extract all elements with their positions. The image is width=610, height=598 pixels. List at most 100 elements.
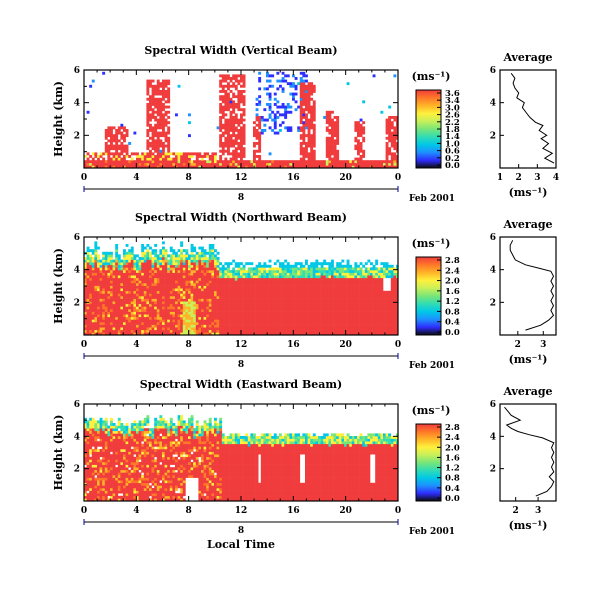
profile-x-tick-label: 3 (535, 506, 541, 516)
colorbar-tick-label: 1.2 (445, 464, 460, 474)
colorbar-tick-label: 1.4 (445, 132, 460, 142)
colorbar-ramp (415, 423, 442, 502)
panel-title: Spectral Width (Northward Beam) (135, 211, 347, 224)
y-axis-label: Height (km) (52, 248, 65, 324)
x-tick-label: 20 (339, 173, 352, 183)
colorbar-tick-label: 0.0 (445, 494, 460, 504)
panel-title: Spectral Width (Vertical Beam) (144, 44, 337, 57)
colorbar-tick-label: 2.4 (445, 266, 460, 276)
profile-title: Average (502, 385, 552, 398)
colorbar-tick-label: 3.4 (445, 96, 460, 106)
profile-xlabel: (ms⁻¹) (509, 353, 548, 366)
date-day-label: 8 (238, 360, 244, 370)
colorbar-tick-label: 2.0 (445, 277, 460, 287)
profile-line (504, 406, 555, 497)
colorbar-ramp (415, 89, 442, 169)
x-tick-label: 0 (395, 173, 401, 183)
y-axis-label: Height (km) (52, 81, 65, 157)
x-tick-label: 4 (133, 506, 139, 516)
colorbar-tick-label: 0.8 (445, 307, 460, 317)
colorbar-tick-label: 0.8 (445, 474, 460, 484)
profile-x-tick-label: 2 (513, 506, 519, 516)
colorbar-tick-label: 2.4 (445, 433, 460, 443)
colorbar-tick-label: 1.6 (445, 453, 460, 463)
panel-title: Spectral Width (Eastward Beam) (140, 378, 342, 391)
colorbar-tick-label: 2.2 (445, 118, 460, 128)
x-tick-label: 0 (81, 506, 87, 516)
x-tick-label: 8 (186, 506, 192, 516)
y-tick-label: 4 (74, 432, 80, 442)
y-tick-label: 2 (74, 298, 80, 308)
y-tick-label: 6 (74, 233, 80, 243)
date-day-label: 8 (238, 193, 244, 203)
colorbar-tick-label: 0.6 (445, 147, 460, 157)
profile-line (509, 240, 555, 331)
profile-title: Average (502, 218, 552, 231)
date-label: Feb 2001 (409, 194, 455, 204)
x-tick-label: 8 (186, 340, 192, 350)
colorbar-tick-label: 1.2 (445, 297, 460, 307)
profile-y-tick-label: 2 (490, 465, 496, 475)
x-tick-label: 12 (235, 506, 248, 516)
x-tick-label: 16 (287, 340, 300, 350)
colorbar-tick-label: 0.2 (445, 154, 460, 164)
heatmap-area (84, 415, 398, 501)
profile-x-tick-label: 2 (516, 173, 522, 183)
y-tick-label: 2 (74, 131, 80, 141)
colorbar-ramp (415, 256, 442, 336)
profile-x-tick-label: 3 (534, 173, 540, 183)
colorbar-tick-label: 0.4 (445, 484, 460, 494)
x-tick-label: 8 (186, 173, 192, 183)
average-profile: Average 2 4 6 2 3 (ms⁻¹) (490, 218, 557, 366)
colorbar-tick-label: 3.6 (445, 89, 460, 99)
profile-x-tick-label: 2 (515, 340, 521, 350)
x-tick-label: 0 (81, 340, 87, 350)
x-tick-label: 0 (81, 173, 87, 183)
colorbar-tick-label: 3.0 (445, 103, 460, 113)
x-tick-label: 4 (133, 173, 139, 183)
profile-frame (499, 69, 557, 169)
x-tick-label: 16 (287, 173, 300, 183)
date-day-label: 8 (238, 526, 244, 536)
date-label: Feb 2001 (409, 361, 455, 371)
profile-xlabel: (ms⁻¹) (509, 186, 548, 199)
x-tick-label: 20 (339, 340, 352, 350)
profile-y-tick-label: 2 (490, 131, 496, 141)
panel-3: Spectral Width (Eastward Beam) 6 4 2 Height … (52, 378, 557, 537)
colorbar-unit: (ms⁻¹) (412, 404, 451, 417)
y-tick-label: 4 (74, 266, 80, 276)
y-tick-label: 6 (74, 400, 80, 410)
panel-2: Spectral Width (Northward Beam) 6 4 2 Height… (52, 211, 557, 371)
x-tick-label: 0 (395, 506, 401, 516)
x-tick-label: 12 (235, 173, 248, 183)
heatmap-area (84, 71, 398, 168)
y-tick-label: 6 (74, 66, 80, 76)
colorbar-unit: (ms⁻¹) (412, 70, 451, 83)
date-label: Feb 2001 (409, 527, 455, 537)
colorbar: 2.82.42.01.61.20.80.40.0 (415, 256, 460, 338)
profile-y-tick-label: 6 (490, 233, 496, 243)
colorbar: 3.63.43.02.62.21.81.41.00.60.20.0 (415, 89, 460, 171)
x-tick-label: 20 (339, 506, 352, 516)
profile-y-tick-label: 2 (490, 298, 496, 308)
colorbar-unit: (ms⁻¹) (412, 237, 451, 250)
colorbar-tick-label: 1.0 (445, 139, 460, 149)
y-axis-label: Height (km) (52, 415, 65, 491)
profile-title: Average (502, 51, 552, 64)
profile-y-tick-label: 4 (490, 432, 496, 442)
colorbar-tick-label: 2.8 (445, 423, 460, 433)
profile-frame (499, 236, 557, 336)
x-axis-title: Local Time (207, 538, 275, 551)
profile-y-tick-label: 6 (490, 400, 496, 410)
colorbar-tick-label: 0.0 (445, 161, 460, 171)
y-tick-label: 4 (74, 99, 80, 109)
x-tick-label: 4 (133, 340, 139, 350)
profile-y-tick-label: 6 (490, 66, 496, 76)
heatmap-area (84, 241, 398, 335)
colorbar-tick-label: 0.4 (445, 318, 460, 328)
profile-xlabel: (ms⁻¹) (509, 519, 548, 532)
colorbar: 2.82.42.01.61.20.80.40.0 (415, 423, 460, 504)
colorbar-tick-label: 2.8 (445, 256, 460, 266)
colorbar-tick-label: 2.0 (445, 443, 460, 453)
